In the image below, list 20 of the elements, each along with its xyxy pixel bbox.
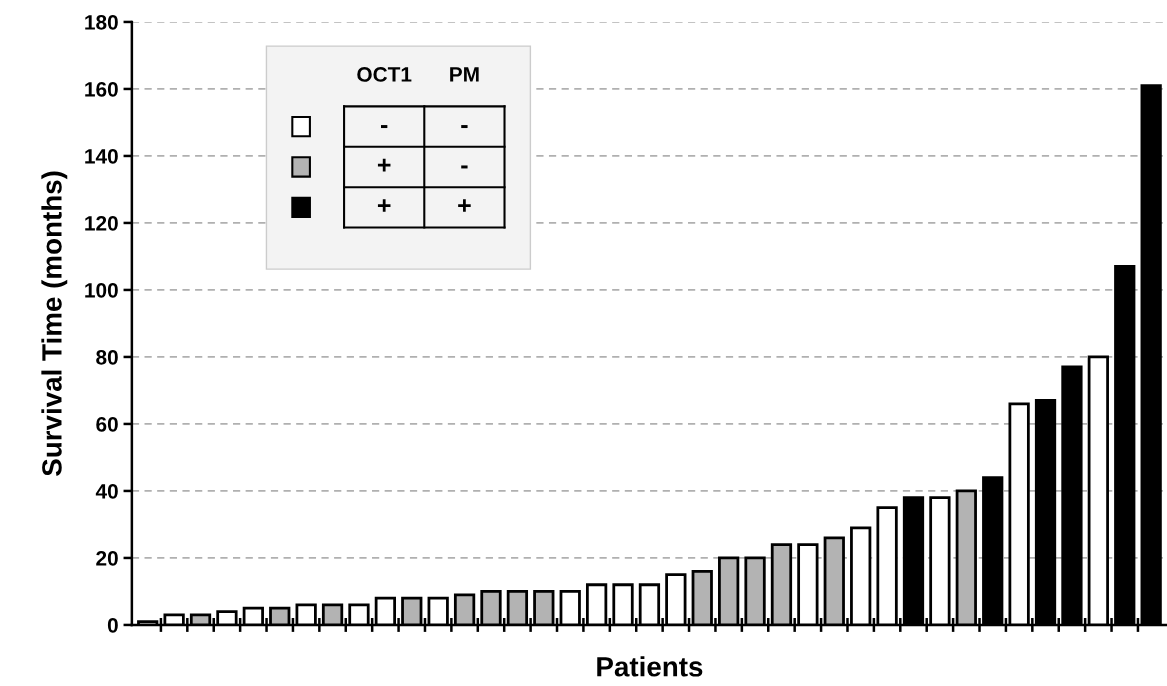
y-tick-label: 0 (107, 617, 118, 633)
y-tick-label: 160 (85, 81, 118, 97)
y-tick-label: 60 (96, 416, 118, 432)
annotation: PM (450, 67, 479, 82)
y-tick-label: 40 (95, 483, 118, 499)
annotation: + (377, 158, 391, 172)
annotation: - (461, 125, 468, 129)
y-tick-label: 20 (96, 550, 118, 566)
y-tick-label: 80 (96, 349, 118, 365)
y-tick-label: 100 (85, 282, 118, 298)
annotation: + (458, 199, 471, 212)
annotation: - (461, 165, 468, 169)
y-tick-label: 120 (85, 215, 118, 231)
annotation: OCT1 (357, 67, 412, 82)
annotation: + (377, 199, 391, 212)
x-axis-title: Patients (597, 656, 703, 677)
annotation: - (381, 125, 388, 129)
y-axis-title: Survival Time (months) (41, 171, 68, 476)
y-tick-label: 140 (85, 148, 118, 164)
y-tick-label: 180 (85, 14, 118, 30)
